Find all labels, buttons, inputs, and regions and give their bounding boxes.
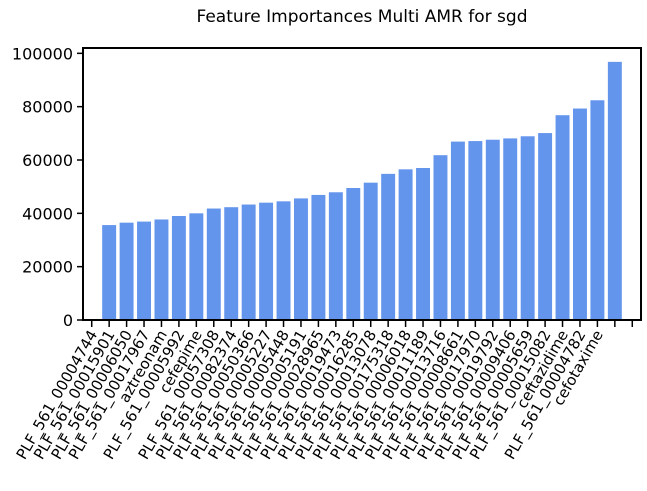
bar-3 [154, 219, 169, 320]
bar-17 [398, 169, 413, 320]
bar-12 [311, 194, 326, 320]
bar-5 [189, 213, 204, 320]
bars-layer [102, 61, 622, 321]
bar-6 [206, 208, 221, 320]
bar-20 [450, 141, 465, 320]
plot-frame [82, 47, 642, 321]
bar-13 [328, 192, 343, 320]
bar-11 [293, 198, 308, 320]
y-tick-label: 60000 [22, 151, 73, 170]
bar-24 [520, 136, 535, 320]
bar-29 [607, 61, 622, 320]
chart-title: Feature Importances Multi AMR for sgd [196, 7, 527, 27]
bar-16 [381, 173, 396, 320]
y-tick-label: 40000 [22, 204, 73, 223]
bar-7 [224, 207, 239, 320]
bar-2 [137, 221, 152, 320]
bar-28 [590, 100, 605, 321]
bar-26 [555, 115, 570, 320]
bar-19 [433, 155, 448, 320]
bar-9 [259, 202, 274, 320]
bar-0 [102, 225, 117, 320]
bar-25 [538, 133, 553, 320]
y-tick-label: 0 [63, 311, 73, 330]
y-tick-label: 100000 [12, 44, 73, 63]
x-axis: PLF_561_00004744PLF_561_00015901PLF_561_… [13, 320, 634, 463]
y-tick-label: 20000 [22, 258, 73, 277]
bar-8 [241, 204, 256, 320]
bar-10 [276, 201, 291, 320]
bar-18 [416, 168, 431, 320]
bar-4 [171, 216, 186, 320]
bar-27 [572, 108, 587, 321]
y-axis: 0 20000 40000 60000 80000 100000 [12, 44, 83, 330]
bar-14 [346, 188, 361, 320]
bar-23 [503, 138, 518, 320]
bar-21 [468, 141, 483, 320]
bar-22 [485, 139, 500, 320]
y-tick-label: 80000 [22, 98, 73, 117]
bar-15 [363, 182, 378, 320]
bar-1 [119, 222, 134, 320]
